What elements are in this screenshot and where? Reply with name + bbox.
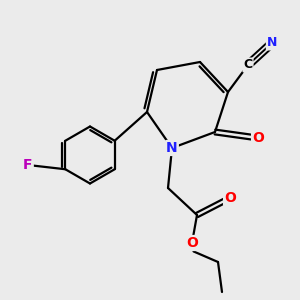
Text: C: C bbox=[243, 58, 253, 71]
Text: N: N bbox=[166, 141, 178, 155]
Text: F: F bbox=[23, 158, 33, 172]
Text: O: O bbox=[252, 131, 264, 145]
Text: O: O bbox=[186, 236, 198, 250]
Text: O: O bbox=[224, 191, 236, 205]
Text: N: N bbox=[267, 37, 277, 50]
